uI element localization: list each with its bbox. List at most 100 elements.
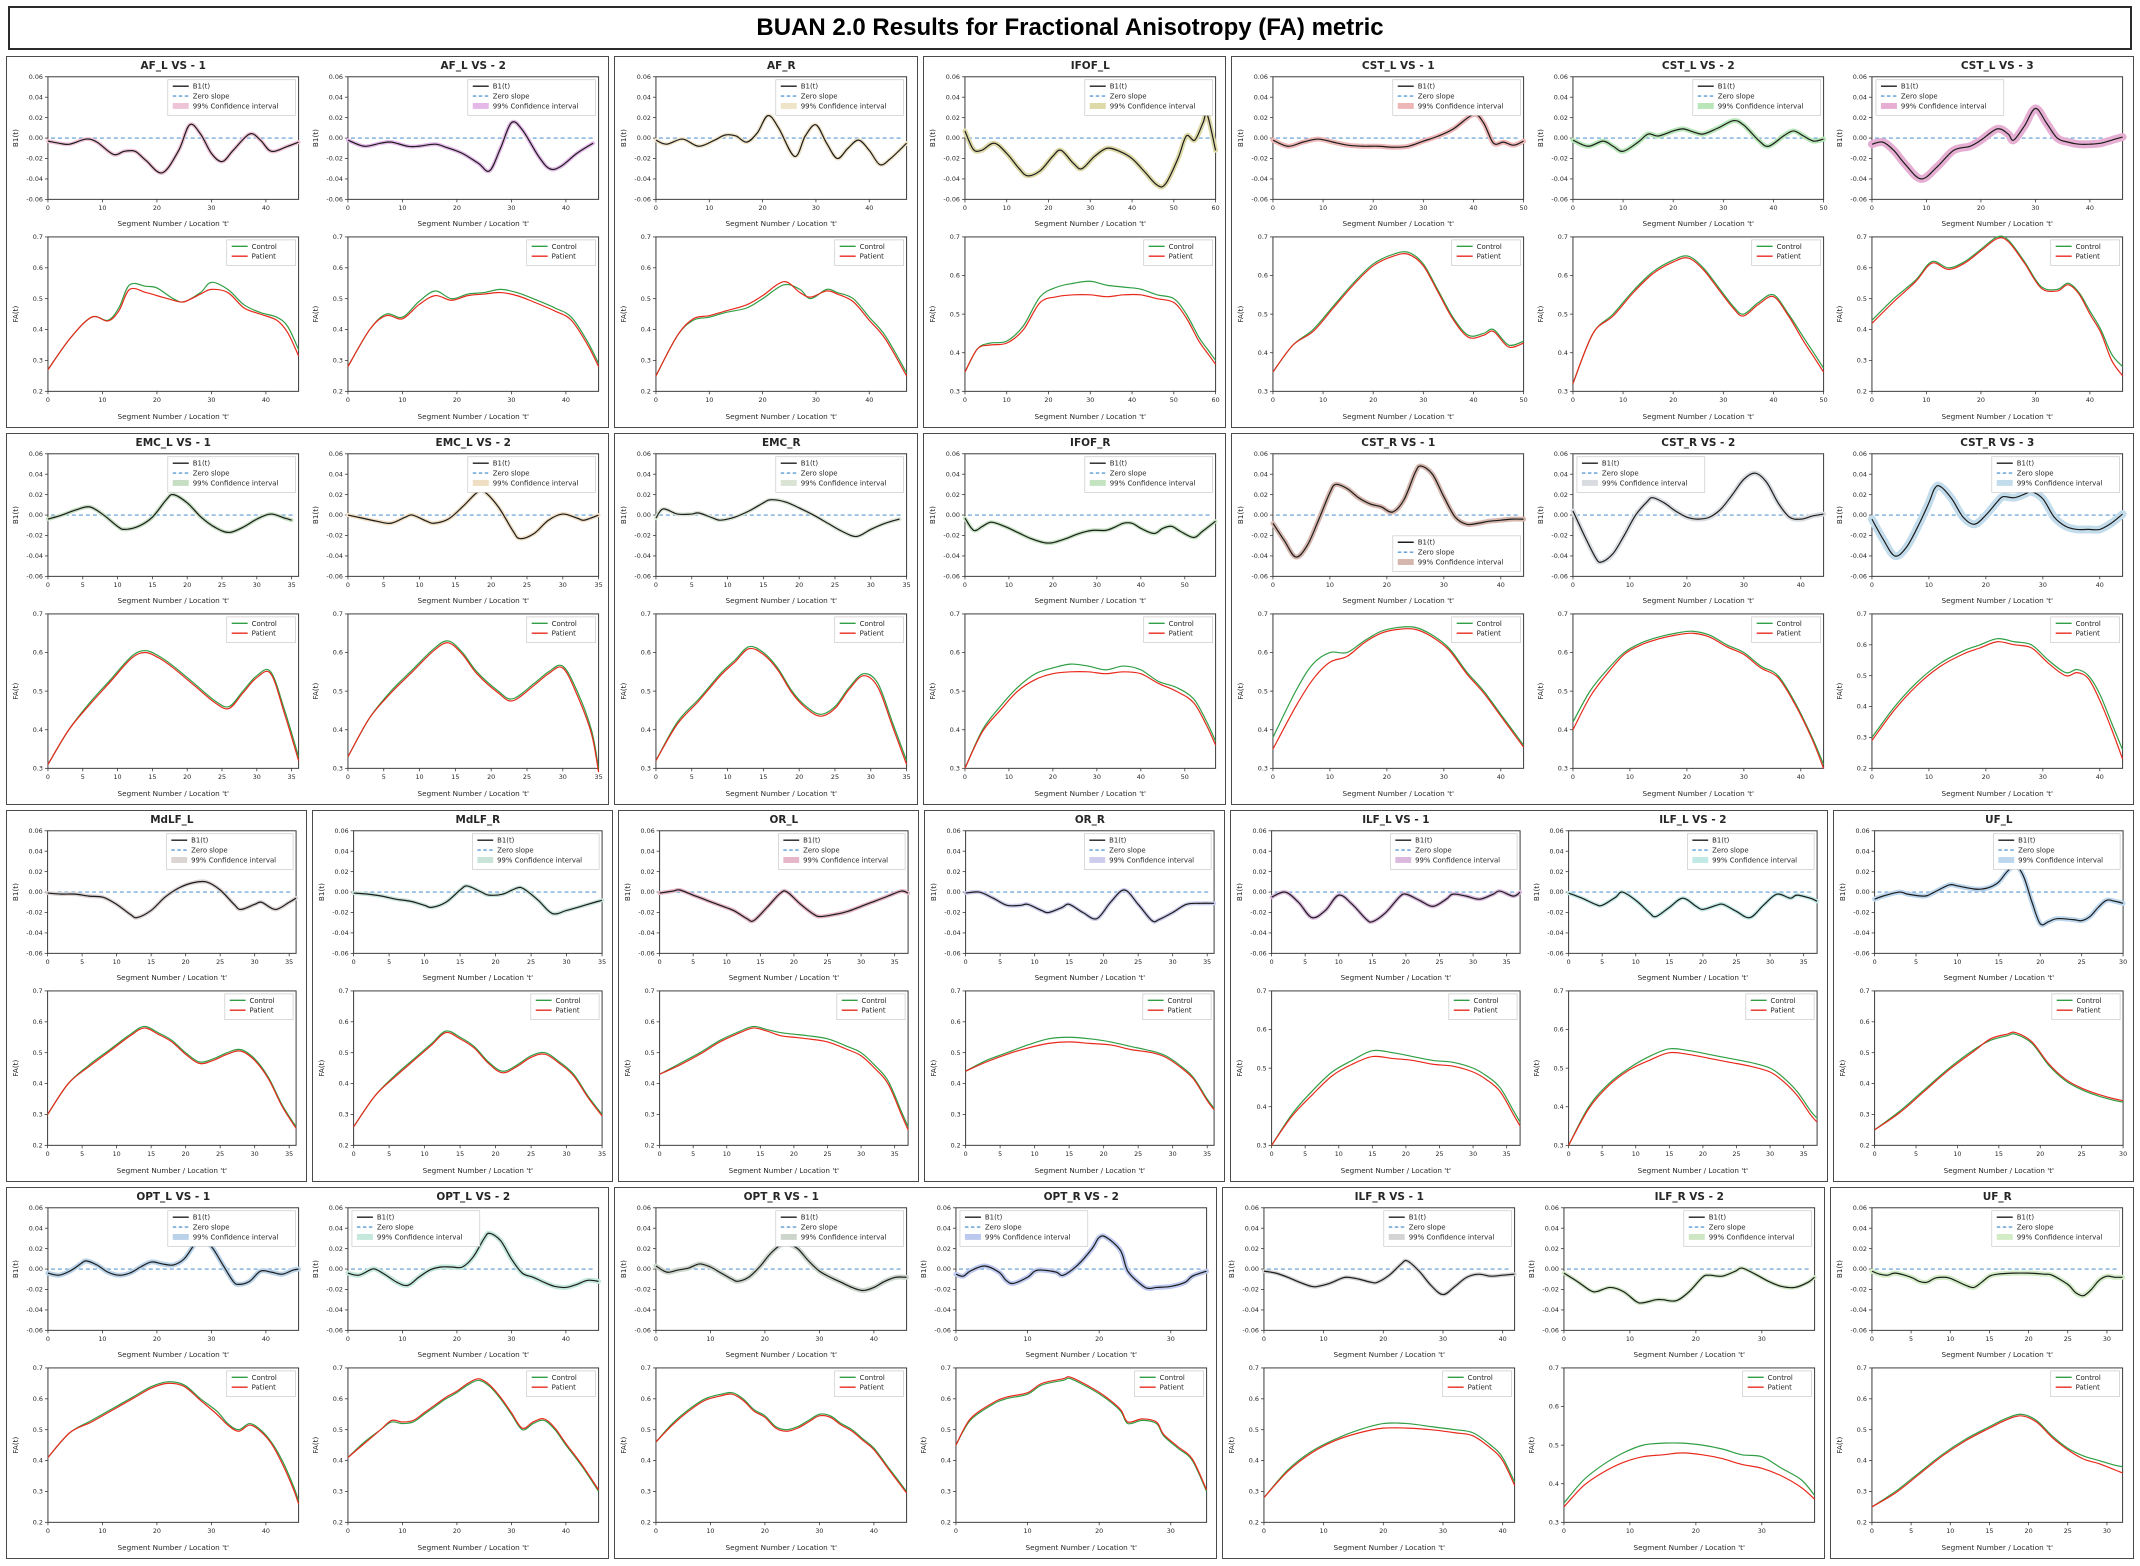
y-tick-label: 0.4: [940, 1458, 950, 1465]
x-tick-label: 0: [1870, 397, 1874, 404]
b1-chart: OPT_R VS - 2 0.06 0.04 0.02 0.00 -0.02 -0.04 -0…: [919, 1191, 1209, 1359]
y-tick-label: 0.04: [1245, 1225, 1259, 1232]
y-tick-label: 0.06: [1254, 451, 1268, 458]
confidence-interval-band: [654, 497, 902, 539]
x-tick-label: 20: [452, 397, 460, 404]
x-tick-label: 35: [288, 774, 296, 781]
fa-chart: 0.2 0.3 0.4 0.5 0.6 0.7 0 5 10 15 20 25 30 35 Segment …: [11, 988, 297, 1175]
x-tick-label: 30: [2032, 205, 2040, 212]
y-tick-label: 0.2: [33, 1143, 43, 1150]
x-tick-label: 25: [216, 959, 224, 966]
panel-title: CST_R VS - 1: [1362, 437, 1436, 449]
x-tick-label: 30: [857, 1151, 865, 1158]
control-line: [47, 649, 300, 765]
y-axis-label: FA(t): [623, 1060, 632, 1077]
legend-label: 99% Confidence interval: [193, 479, 279, 487]
patient-line: [964, 293, 1216, 373]
x-tick-label: 20: [759, 205, 767, 212]
b1-chart: CST_L VS - 1 0.06 0.04 0.02 0.00 -0.02 -0.04 -0…: [1236, 60, 1528, 228]
y-tick-label: 0.7: [33, 988, 43, 995]
y-tick-label: 0.7: [949, 234, 959, 241]
y-tick-label: 0.5: [332, 296, 342, 303]
y-tick-label: 0.4: [1258, 727, 1268, 734]
x-axis-label: Segment Number / Location 't': [1944, 973, 2055, 982]
x-tick-label: 0: [46, 397, 50, 404]
x-tick-label: 30: [1439, 1336, 1447, 1343]
legend-label: Control: [252, 243, 277, 251]
legend-box: [1448, 993, 1518, 1020]
legend-label: 99% Confidence interval: [492, 479, 578, 487]
legend-label: Control: [1168, 997, 1193, 1005]
b1-chart: UF_L 0.06 0.04 0.02 0.00 -0.02 -0.04 -0.06 0 5 10 1…: [1838, 814, 2127, 982]
control-line: [655, 1391, 908, 1492]
legend-label: Patient: [250, 1007, 274, 1015]
x-tick-label: 0: [1873, 1151, 1877, 1158]
legend-box: [775, 79, 905, 116]
legend-label: 99% Confidence interval: [492, 102, 578, 110]
plot-frame: [1871, 613, 2124, 769]
plot-frame: [47, 1367, 300, 1523]
fa-chart: 0.2 0.3 0.4 0.5 0.6 0.7 0 10 20 30 40 Segment Numbe…: [619, 1365, 908, 1552]
legend-label: 99% Confidence interval: [2018, 856, 2103, 864]
x-tick-label: 50: [1520, 397, 1528, 404]
x-axis-label: Segment Number / Location 't': [1942, 1350, 2053, 1359]
x-tick-label: 5: [1914, 1151, 1918, 1158]
legend-label: 99% Confidence interval: [1418, 102, 1504, 110]
legend-label: Patient: [860, 630, 885, 638]
x-tick-label: 0: [46, 1151, 50, 1158]
patient-line: [47, 651, 300, 765]
y-tick-label: 0.00: [1253, 889, 1267, 896]
y-tick-label: -0.02: [1250, 910, 1266, 917]
x-tick-label: 0: [654, 205, 658, 212]
rows-container: AF_L VS - 1 0.06 0.04 0.02 0.00 -0.02 -0.04 -0.…: [6, 56, 2135, 1559]
y-axis-label: FA(t): [11, 1437, 20, 1454]
y-tick-label: 0.7: [641, 1365, 651, 1372]
legend-box: [836, 993, 906, 1020]
legend-label: Control: [252, 1374, 277, 1382]
legend-label: B1(t): [801, 460, 819, 468]
fa-chart: 0.2 0.3 0.4 0.5 0.6 0.7 0 10 20 30 40 Segment Numbe…: [311, 234, 599, 421]
y-tick-label: 0.3: [332, 358, 342, 365]
legend-label: B1(t): [1109, 83, 1127, 91]
x-tick-label: 0: [46, 1336, 50, 1343]
legend-label: Patient: [1768, 1384, 1793, 1392]
y-tick-label: 0.7: [33, 1365, 43, 1372]
y-tick-label: 0.04: [328, 1225, 342, 1232]
legend-label: Zero slope: [497, 847, 533, 855]
x-tick-label: 10: [113, 959, 121, 966]
x-axis-label: Segment Number / Location 't': [1341, 1166, 1451, 1175]
panel-EMC-L-VS-2: EMC_L VS - 2 0.06 0.04 0.02 0.00 -0.02 -0.04 -0…: [308, 435, 608, 803]
legend-label: 99% Confidence interval: [191, 856, 276, 864]
x-tick-label: 10: [705, 205, 713, 212]
legend-label: B1(t): [1712, 837, 1730, 845]
patient-line: [1263, 1427, 1516, 1498]
y-tick-label: 0.7: [951, 988, 961, 995]
y-tick-label: 0.4: [1860, 1081, 1870, 1088]
x-tick-label: 25: [1732, 959, 1740, 966]
x-tick-label: 15: [147, 1151, 155, 1158]
y-tick-label: -0.06: [635, 1328, 652, 1335]
x-tick-label: 10: [1626, 774, 1634, 781]
legend-label: Zero slope: [191, 847, 227, 855]
y-tick-label: 0.6: [1558, 650, 1568, 657]
y-tick-label: 0.04: [1853, 471, 1867, 478]
x-tick-label: 35: [903, 774, 911, 781]
x-tick-label: 50: [1180, 774, 1188, 781]
y-tick-label: 0.5: [1558, 311, 1568, 318]
legend-label: 99% Confidence interval: [985, 1233, 1071, 1241]
y-tick-label: 0.06: [637, 451, 651, 458]
x-axis-label: Segment Number / Location 't': [1343, 789, 1454, 798]
x-tick-label: 5: [998, 959, 1002, 966]
y-tick-label: 0.3: [33, 766, 43, 773]
x-tick-label: 10: [1626, 1528, 1634, 1535]
legend-label: Control: [2076, 1374, 2101, 1382]
y-tick-label: 0.00: [1554, 512, 1568, 519]
x-axis-label: Segment Number / Location 't': [1633, 1543, 1744, 1552]
y-axis-label: B1(t): [1835, 129, 1844, 147]
x-tick-label: 15: [1065, 1151, 1073, 1158]
x-tick-label: 25: [823, 1151, 831, 1158]
legend-label: Control: [250, 997, 275, 1005]
legend-ci-patch: [1692, 856, 1709, 863]
b1-chart: ILF_R VS - 1 0.06 0.04 0.02 0.00 -0.02 -0.04 -0…: [1227, 1191, 1517, 1359]
y-axis-label: B1(t): [11, 506, 20, 524]
